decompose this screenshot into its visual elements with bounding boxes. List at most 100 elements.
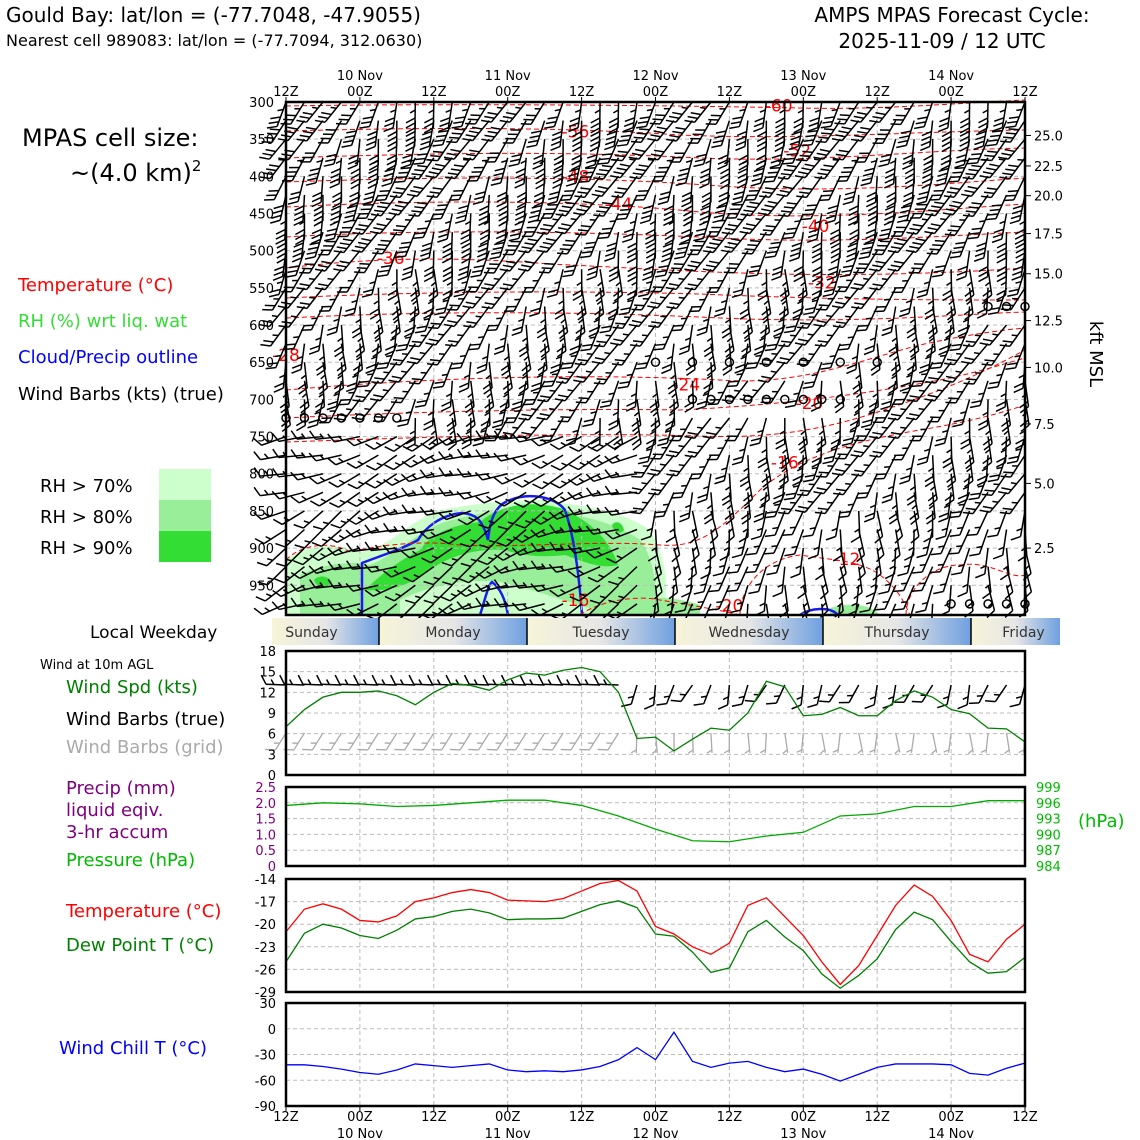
barb-feather: [293, 210, 304, 217]
wind-barb: [346, 510, 379, 525]
barb-feather: [553, 154, 564, 161]
barb-feather: [696, 228, 707, 232]
barb-feather: [311, 196, 322, 203]
barb-feather: [276, 242, 287, 249]
barb-feather: [560, 441, 567, 447]
barb-feather: [333, 220, 340, 224]
barb-feather: [783, 497, 795, 501]
barb-feather: [343, 139, 354, 144]
barb-feather: [512, 579, 520, 589]
barb-feather: [549, 368, 560, 374]
barb-feather: [502, 283, 514, 287]
barb-feather: [591, 360, 602, 365]
barb-feather: [505, 374, 511, 380]
barb-feather: [629, 220, 636, 225]
barb-shaft: [355, 510, 379, 525]
wind-barb: [743, 473, 754, 507]
barb-feather: [367, 218, 374, 221]
wind-barb: [291, 343, 306, 374]
barb-feather: [358, 223, 369, 227]
barb-feather: [651, 546, 657, 552]
barb-feather: [340, 398, 351, 401]
barb-feather: [419, 469, 428, 479]
barb-feather: [615, 217, 627, 221]
barb-feather: [596, 507, 602, 513]
barb-feather: [709, 535, 719, 544]
barb-feather: [572, 135, 582, 143]
barb-feather: [555, 355, 562, 360]
barb-feather: [620, 307, 631, 311]
wind-barb: [290, 471, 324, 481]
barb-feather: [596, 173, 607, 176]
barb-feather: [585, 370, 592, 373]
barb-feather: [532, 164, 543, 170]
barb-feather: [327, 433, 336, 443]
barb-feather: [498, 205, 509, 212]
barb-feather: [849, 228, 860, 236]
barb-feather: [740, 213, 751, 217]
barb-feather: [465, 122, 476, 125]
barb-feather: [405, 127, 416, 134]
barb-feather: [444, 158, 451, 161]
barb-feather: [419, 531, 429, 540]
barb-shaft: [458, 176, 472, 200]
barb-feather: [310, 238, 321, 245]
barb-feather: [615, 430, 621, 436]
barb-feather: [598, 574, 605, 578]
barb-feather: [369, 398, 381, 402]
barb-shaft: [445, 510, 471, 521]
wind-barb: [759, 343, 786, 366]
barb-feather: [732, 288, 744, 294]
barb-shaft: [394, 584, 416, 602]
barb-feather: [487, 130, 498, 134]
barb-feather: [615, 488, 620, 495]
barb-feather: [275, 233, 286, 240]
wind-barb: [880, 380, 897, 411]
barb-feather: [531, 462, 542, 469]
barb-feather: [696, 153, 707, 158]
barb-shaft: [537, 547, 564, 553]
wind-barb: [599, 380, 620, 408]
barb-feather: [313, 210, 324, 217]
barb-feather: [496, 228, 507, 235]
barb-feather: [402, 265, 414, 271]
barb-feather: [580, 348, 591, 352]
barb-feather: [405, 122, 416, 129]
barb-feather: [375, 496, 382, 501]
barb-shaft: [333, 138, 343, 165]
barb-feather: [301, 267, 313, 270]
barb-shaft: [322, 510, 342, 530]
barb-shaft: [333, 565, 360, 571]
barb-feather: [411, 173, 422, 176]
barb-feather: [265, 148, 276, 153]
barb-feather: [380, 264, 392, 268]
wind-barb: [695, 380, 712, 411]
barb-feather: [401, 353, 408, 355]
barb-feather: [438, 233, 449, 238]
barb-feather: [662, 336, 669, 339]
barb-feather: [394, 443, 401, 448]
barb-feather: [276, 252, 287, 259]
barb-feather: [655, 114, 666, 117]
wind-barb: [518, 362, 529, 395]
wind-barb: [626, 232, 638, 264]
barb-feather: [561, 205, 573, 209]
barb-feather: [629, 176, 640, 180]
barb-shaft: [278, 454, 305, 459]
barb-feather: [355, 318, 361, 324]
wind-barb: [335, 101, 361, 125]
wind-barb: [661, 343, 675, 375]
barb-feather: [511, 433, 520, 443]
barb-feather: [626, 373, 633, 377]
barb-feather: [398, 171, 409, 174]
barb-feather: [899, 479, 910, 485]
barb-feather: [540, 355, 547, 361]
barb-feather: [560, 416, 571, 419]
barb-feather: [557, 420, 569, 423]
wind-barb: [580, 231, 601, 259]
barb-feather: [699, 210, 710, 216]
wind-barb: [511, 547, 545, 556]
barb-feather: [361, 237, 372, 242]
barb-feather: [345, 387, 357, 393]
barb-feather: [663, 107, 670, 110]
